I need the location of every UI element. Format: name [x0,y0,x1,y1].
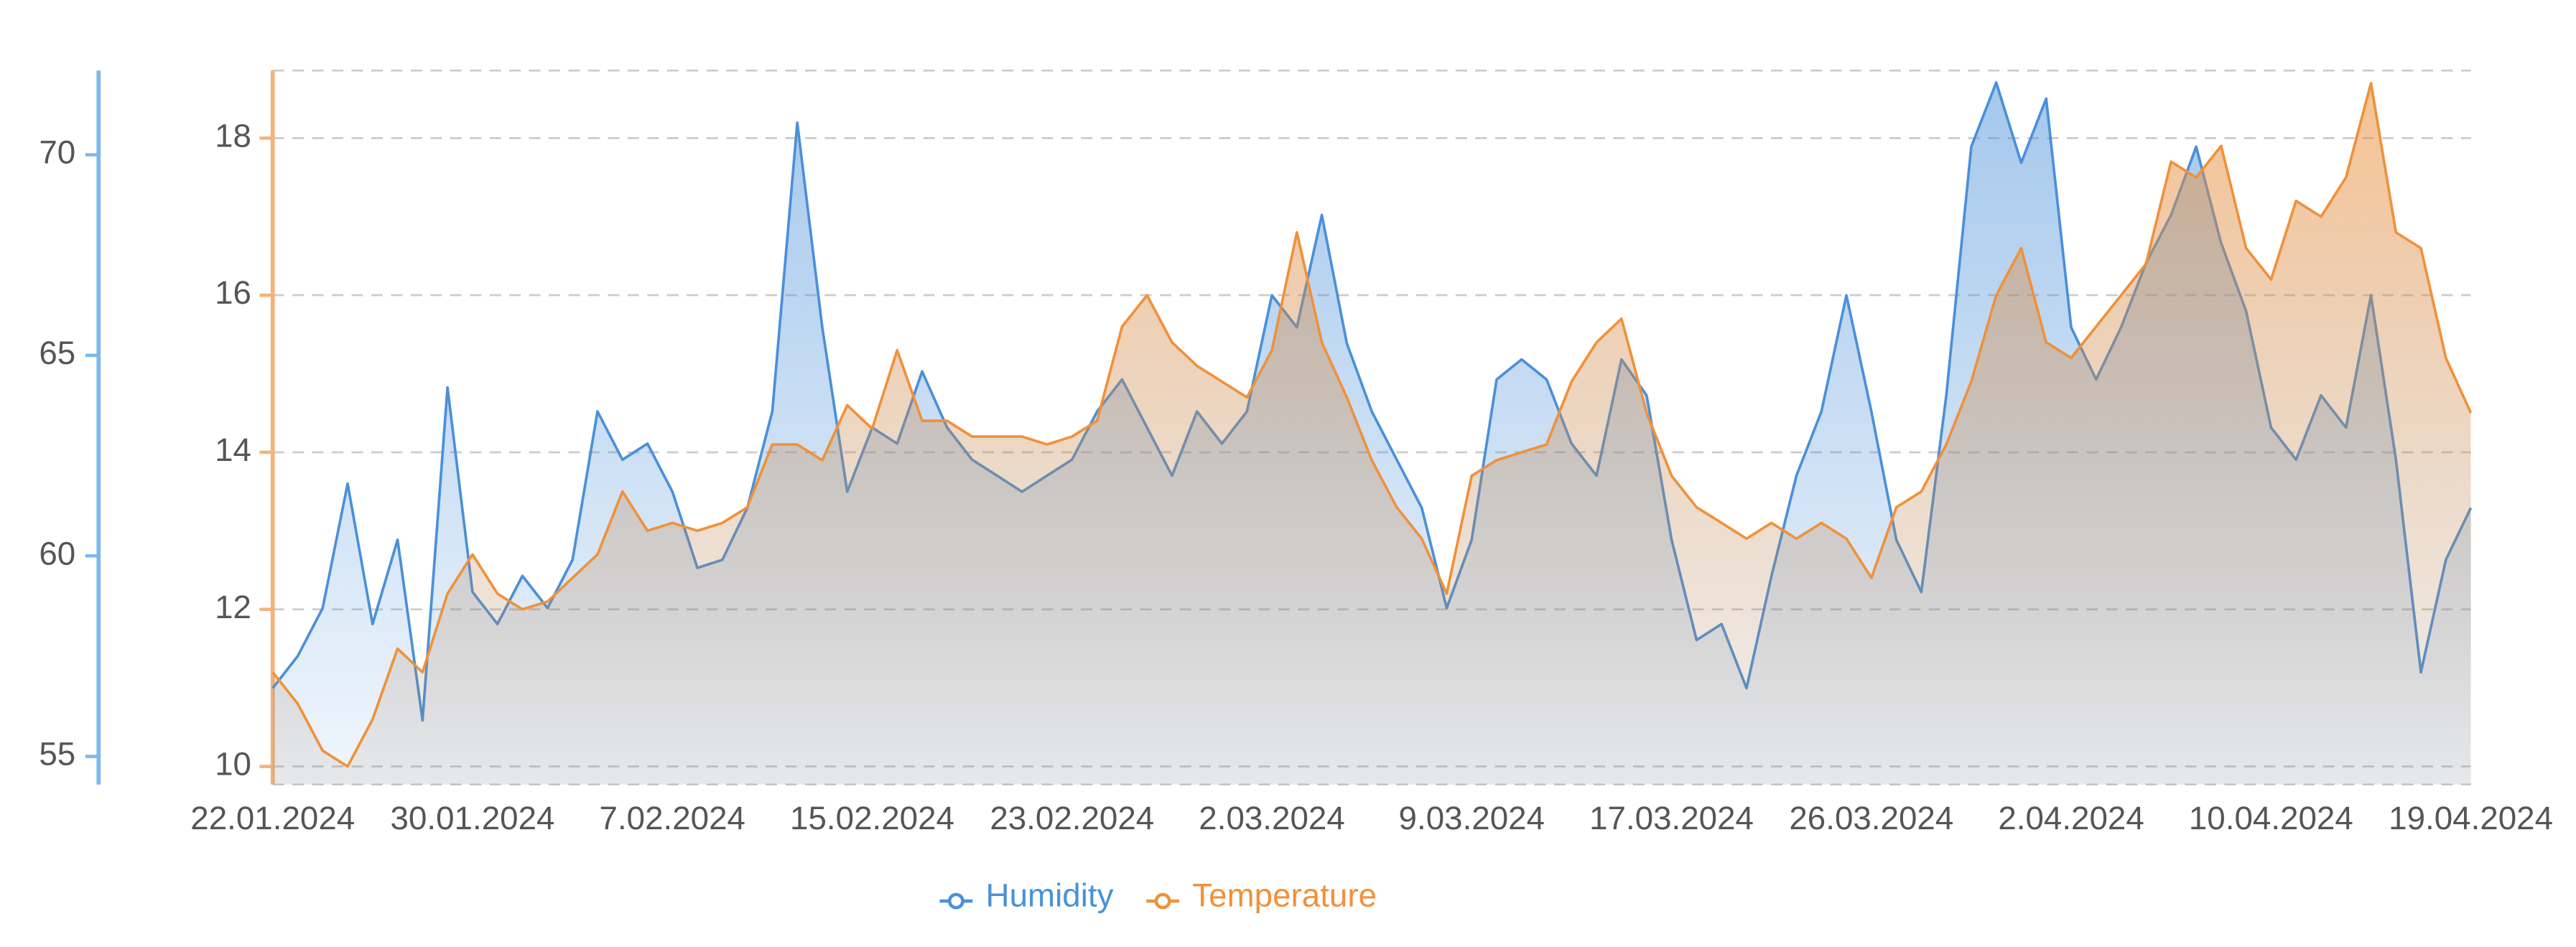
x-tick-label: 10.04.2024 [2189,800,2353,836]
x-tick-label: 2.03.2024 [1199,800,1344,836]
x-tick-label: 9.03.2024 [1399,800,1545,836]
x-tick-label: 19.04.2024 [2389,800,2553,836]
y-tick-label: 10 [215,746,251,783]
legend-label[interactable]: Humidity [986,877,1114,914]
x-tick-label: 22.01.2024 [190,800,355,836]
x-tick-label: 17.03.2024 [1589,800,1754,836]
x-tick-label: 26.03.2024 [1789,800,1953,836]
area [272,83,2471,785]
y-tick-label: 18 [215,117,251,154]
legend-marker[interactable] [1154,892,1171,910]
x-tick-label: 7.02.2024 [600,800,745,836]
legend-marker[interactable] [947,892,964,910]
x-tick-label: 23.02.2024 [990,800,1154,836]
x-tick-label: 2.04.2024 [1998,800,2144,836]
line [271,82,2473,768]
legend-label[interactable]: Temperature [1192,877,1377,914]
x-tick-label: 30.01.2024 [391,800,555,836]
y-tick-label: 65 [39,335,75,371]
x-tick-label: 15.02.2024 [790,800,954,836]
y-tick-label: 12 [215,589,251,625]
y-tick-label: 70 [39,134,75,171]
y-tick-label: 14 [215,431,251,468]
y-tick-label: 60 [39,535,75,572]
y-tick-label: 55 [39,736,75,773]
y-tick-label: 16 [215,274,251,311]
